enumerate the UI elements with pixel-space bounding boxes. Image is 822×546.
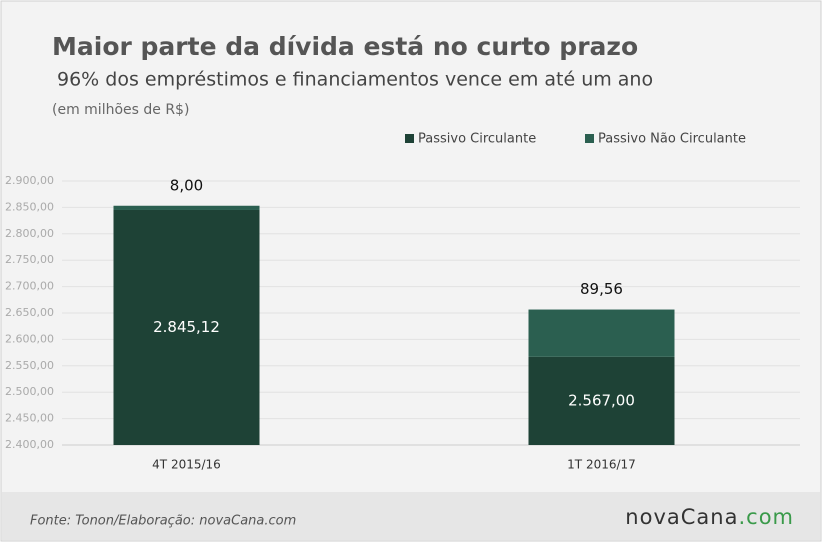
data-label: 8,00: [170, 176, 203, 194]
bar-segment: [113, 205, 260, 210]
data-label: 2.845,12: [153, 318, 220, 336]
source: Fonte: Tonon/Elaboração: novaCana.com: [30, 514, 296, 529]
legend-label: Passivo Não Circulante: [598, 132, 746, 147]
y-tick-label: 2.450,00: [5, 412, 54, 425]
data-label: 89,56: [580, 280, 623, 298]
y-tick-label: 2.650,00: [5, 306, 54, 319]
bar-segment: [113, 209, 260, 445]
y-tick-label: 2.700,00: [5, 280, 54, 293]
unit-note: (em milhões de R$): [52, 102, 189, 118]
x-tick-label: 1T 2016/17: [567, 458, 636, 472]
data-label: 2.567,00: [568, 391, 635, 409]
y-tick-label: 2.900,00: [5, 174, 54, 187]
logo-main: novaCana: [625, 505, 738, 529]
y-tick-label: 2.400,00: [5, 438, 54, 451]
chart-subtitle: 96% dos empréstimos e financiamentos ven…: [57, 69, 653, 91]
legend-swatch: [405, 134, 414, 143]
chart-title: Maior parte da dívida está no curto praz…: [52, 32, 638, 61]
legend-swatch: [585, 134, 594, 143]
y-tick-label: 2.750,00: [5, 253, 54, 266]
y-tick-label: 2.600,00: [5, 332, 54, 345]
logo-suffix: .com: [738, 505, 794, 529]
footer: [2, 492, 820, 540]
y-tick-label: 2.500,00: [5, 385, 54, 398]
legend-label: Passivo Circulante: [418, 132, 536, 147]
bar-segment: [528, 309, 675, 357]
y-tick-label: 2.550,00: [5, 359, 54, 372]
y-tick-label: 2.850,00: [5, 200, 54, 213]
x-tick-label: 4T 2015/16: [152, 458, 221, 472]
y-tick-label: 2.800,00: [5, 227, 54, 240]
logo: novaCana.com: [625, 505, 794, 529]
bar-segment: [528, 356, 675, 445]
